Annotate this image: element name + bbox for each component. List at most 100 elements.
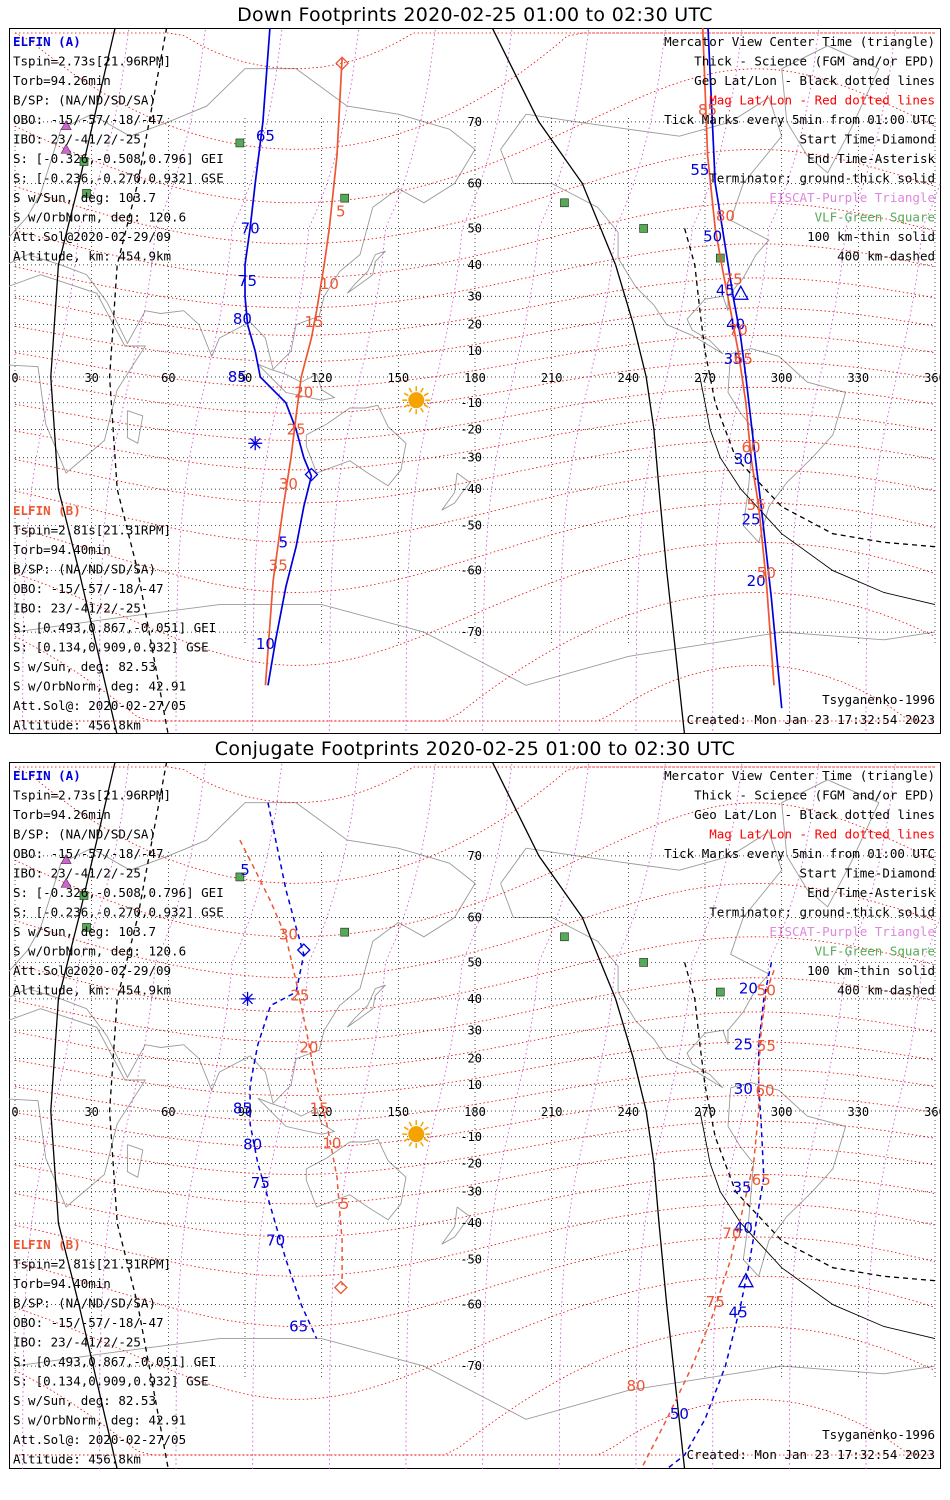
time-tick-label: 55 <box>690 161 709 179</box>
start-time-diamond <box>333 1280 348 1295</box>
elfin-info-line: OBO: -15/-57/-18/-47 <box>13 112 164 127</box>
lon-tick-label: 210 <box>541 1105 563 1119</box>
end-time-asterisk <box>248 436 263 451</box>
lon-tick-label: 150 <box>387 1105 409 1119</box>
legend-entry: 400 km-dashed <box>837 249 935 264</box>
elfin-a-track <box>244 28 313 686</box>
vlf-station-square <box>639 224 648 233</box>
mag-parallel <box>14 1068 936 1122</box>
lat-tick-label: -30 <box>460 1185 482 1199</box>
mag-meridian <box>98 28 206 734</box>
elfin-header-label: ELFIN (B) <box>13 1237 81 1252</box>
time-tick-label: 25 <box>290 986 309 1004</box>
lon-tick-label: 210 <box>541 371 563 385</box>
lat-tick-label: -20 <box>460 1156 482 1170</box>
sun-ray <box>408 387 413 393</box>
elfin-info-line: Torb=94.40min <box>13 1276 111 1291</box>
legend-entry: Mag Lat/Lon - Red dotted lines <box>709 827 935 842</box>
mag-parallel <box>14 412 936 471</box>
time-tick-label: 85 <box>698 101 717 119</box>
elfin-header-label: ELFIN (A) <box>13 768 81 783</box>
footprint-tracks <box>244 28 783 709</box>
elfin-info-line: S w/Sun, deg: 103.7 <box>13 190 156 205</box>
mag-meridian <box>788 28 896 734</box>
elfin-info-line: Tspin=2.81s[21.31RPM] <box>13 1257 171 1272</box>
sun-ray <box>423 1126 429 1131</box>
time-tick-label: 35 <box>733 1178 752 1196</box>
lon-tick-label: 300 <box>771 1105 793 1119</box>
time-tick-label: 65 <box>289 1317 308 1335</box>
mag-parallel <box>15 766 935 804</box>
subsolar-sun-icon <box>402 386 431 415</box>
elfin-info-line: S w/OrbNorm, deg: 120.6 <box>13 210 186 225</box>
time-tick-label: 40 <box>726 316 745 334</box>
lat-tick-label: 40 <box>468 992 482 1006</box>
antarctica-outline <box>14 604 936 686</box>
mag-meridian <box>328 28 436 734</box>
terminator-left <box>50 28 118 734</box>
mag-parallel <box>14 977 936 1043</box>
elfin-info-line: S: [0.493,0.867,-0.051] GEI <box>13 1354 216 1369</box>
elfin-info-line: Altitude, km: 454.9km <box>13 249 171 264</box>
time-tick-label: 5 <box>340 1195 350 1213</box>
lon-tick-label: 180 <box>464 1105 486 1119</box>
mag-meridian <box>405 28 513 734</box>
time-tick-label: 45 <box>729 1303 748 1321</box>
lat-tick-label: 10 <box>468 1078 482 1092</box>
start-time-diamond <box>335 56 350 71</box>
time-tick-label: 70 <box>722 1224 741 1242</box>
lon-tick-label: 120 <box>311 371 333 385</box>
mag-parallel <box>14 440 936 504</box>
lat-tick-label: -30 <box>460 451 482 465</box>
lon-tick-label: 360 <box>924 1105 941 1119</box>
elfin-info-line: S: [-0.236,-0.270,0.932] GSE <box>13 171 224 186</box>
lat-tick-label: 60 <box>468 910 482 924</box>
time-tick-label: 75 <box>238 272 257 290</box>
madagascar-outline <box>126 410 144 444</box>
footprint-tracks <box>239 802 775 1469</box>
elfin-info-line: S w/OrbNorm, deg: 120.6 <box>13 944 186 959</box>
time-tick-label: 20 <box>299 1039 318 1057</box>
elfin-info-line: OBO: -15/-57/-18/-47 <box>13 1315 164 1330</box>
mag-parallel <box>14 1120 936 1175</box>
elfin-info-line: Torb=94.26min <box>13 73 111 88</box>
sun-ray <box>403 404 409 408</box>
elfin-info-line: Att.Sol@: 2020-02-27/05 <box>13 698 186 713</box>
lon-tick-label: 0 <box>11 371 18 385</box>
mag-parallel <box>14 307 936 363</box>
lon-tick-label: 300 <box>771 371 793 385</box>
elfin-info-line: S: [-0.326,-0.508,0.796] GEI <box>13 885 224 900</box>
lon-tick-label: 120 <box>311 1105 333 1119</box>
elfin-info-line: Att.Sol@2020-02-29/09 <box>13 229 171 244</box>
new-zealand-outline <box>441 1206 471 1245</box>
lat-tick-label: 70 <box>468 115 482 129</box>
time-tick-label: 15 <box>310 1099 329 1117</box>
elfin-info-line: S: [-0.326,-0.508,0.796] GEI <box>13 151 224 166</box>
vlf-station-square <box>235 138 245 148</box>
mag-meridian <box>712 28 820 734</box>
sun-ray <box>420 1141 424 1147</box>
time-tick-label: 10 <box>256 635 275 653</box>
mag-meridian <box>22 28 130 734</box>
sun-disc <box>408 1126 425 1143</box>
mag-meridian <box>252 28 360 734</box>
time-tick-label: 50 <box>757 564 776 582</box>
europe-asia-outline <box>9 68 476 371</box>
lat-tick-label: -40 <box>460 1216 482 1230</box>
mag-meridian <box>788 762 896 1469</box>
legend-entry: Start Time-Diamond <box>800 132 935 147</box>
lon-tick-label: 30 <box>84 1105 98 1119</box>
elfin-info-line: S: [-0.236,-0.270,0.932] GSE <box>13 905 224 920</box>
mag-grid <box>14 28 941 734</box>
mag-meridian <box>558 28 666 734</box>
mag-meridian <box>482 762 590 1469</box>
legend-entry: Terminator: ground-thick solid <box>709 905 935 920</box>
lat-tick-label: 20 <box>468 318 482 332</box>
mag-meridian <box>175 28 283 734</box>
elfin-a-track <box>666 962 773 1469</box>
mag-parallel <box>14 1146 936 1205</box>
elfin-b-track <box>239 839 343 1286</box>
new-zealand-outline <box>441 472 471 511</box>
mag-meridian <box>175 762 283 1469</box>
legend-entry: EISCAT-Purple Triangle <box>769 190 935 205</box>
